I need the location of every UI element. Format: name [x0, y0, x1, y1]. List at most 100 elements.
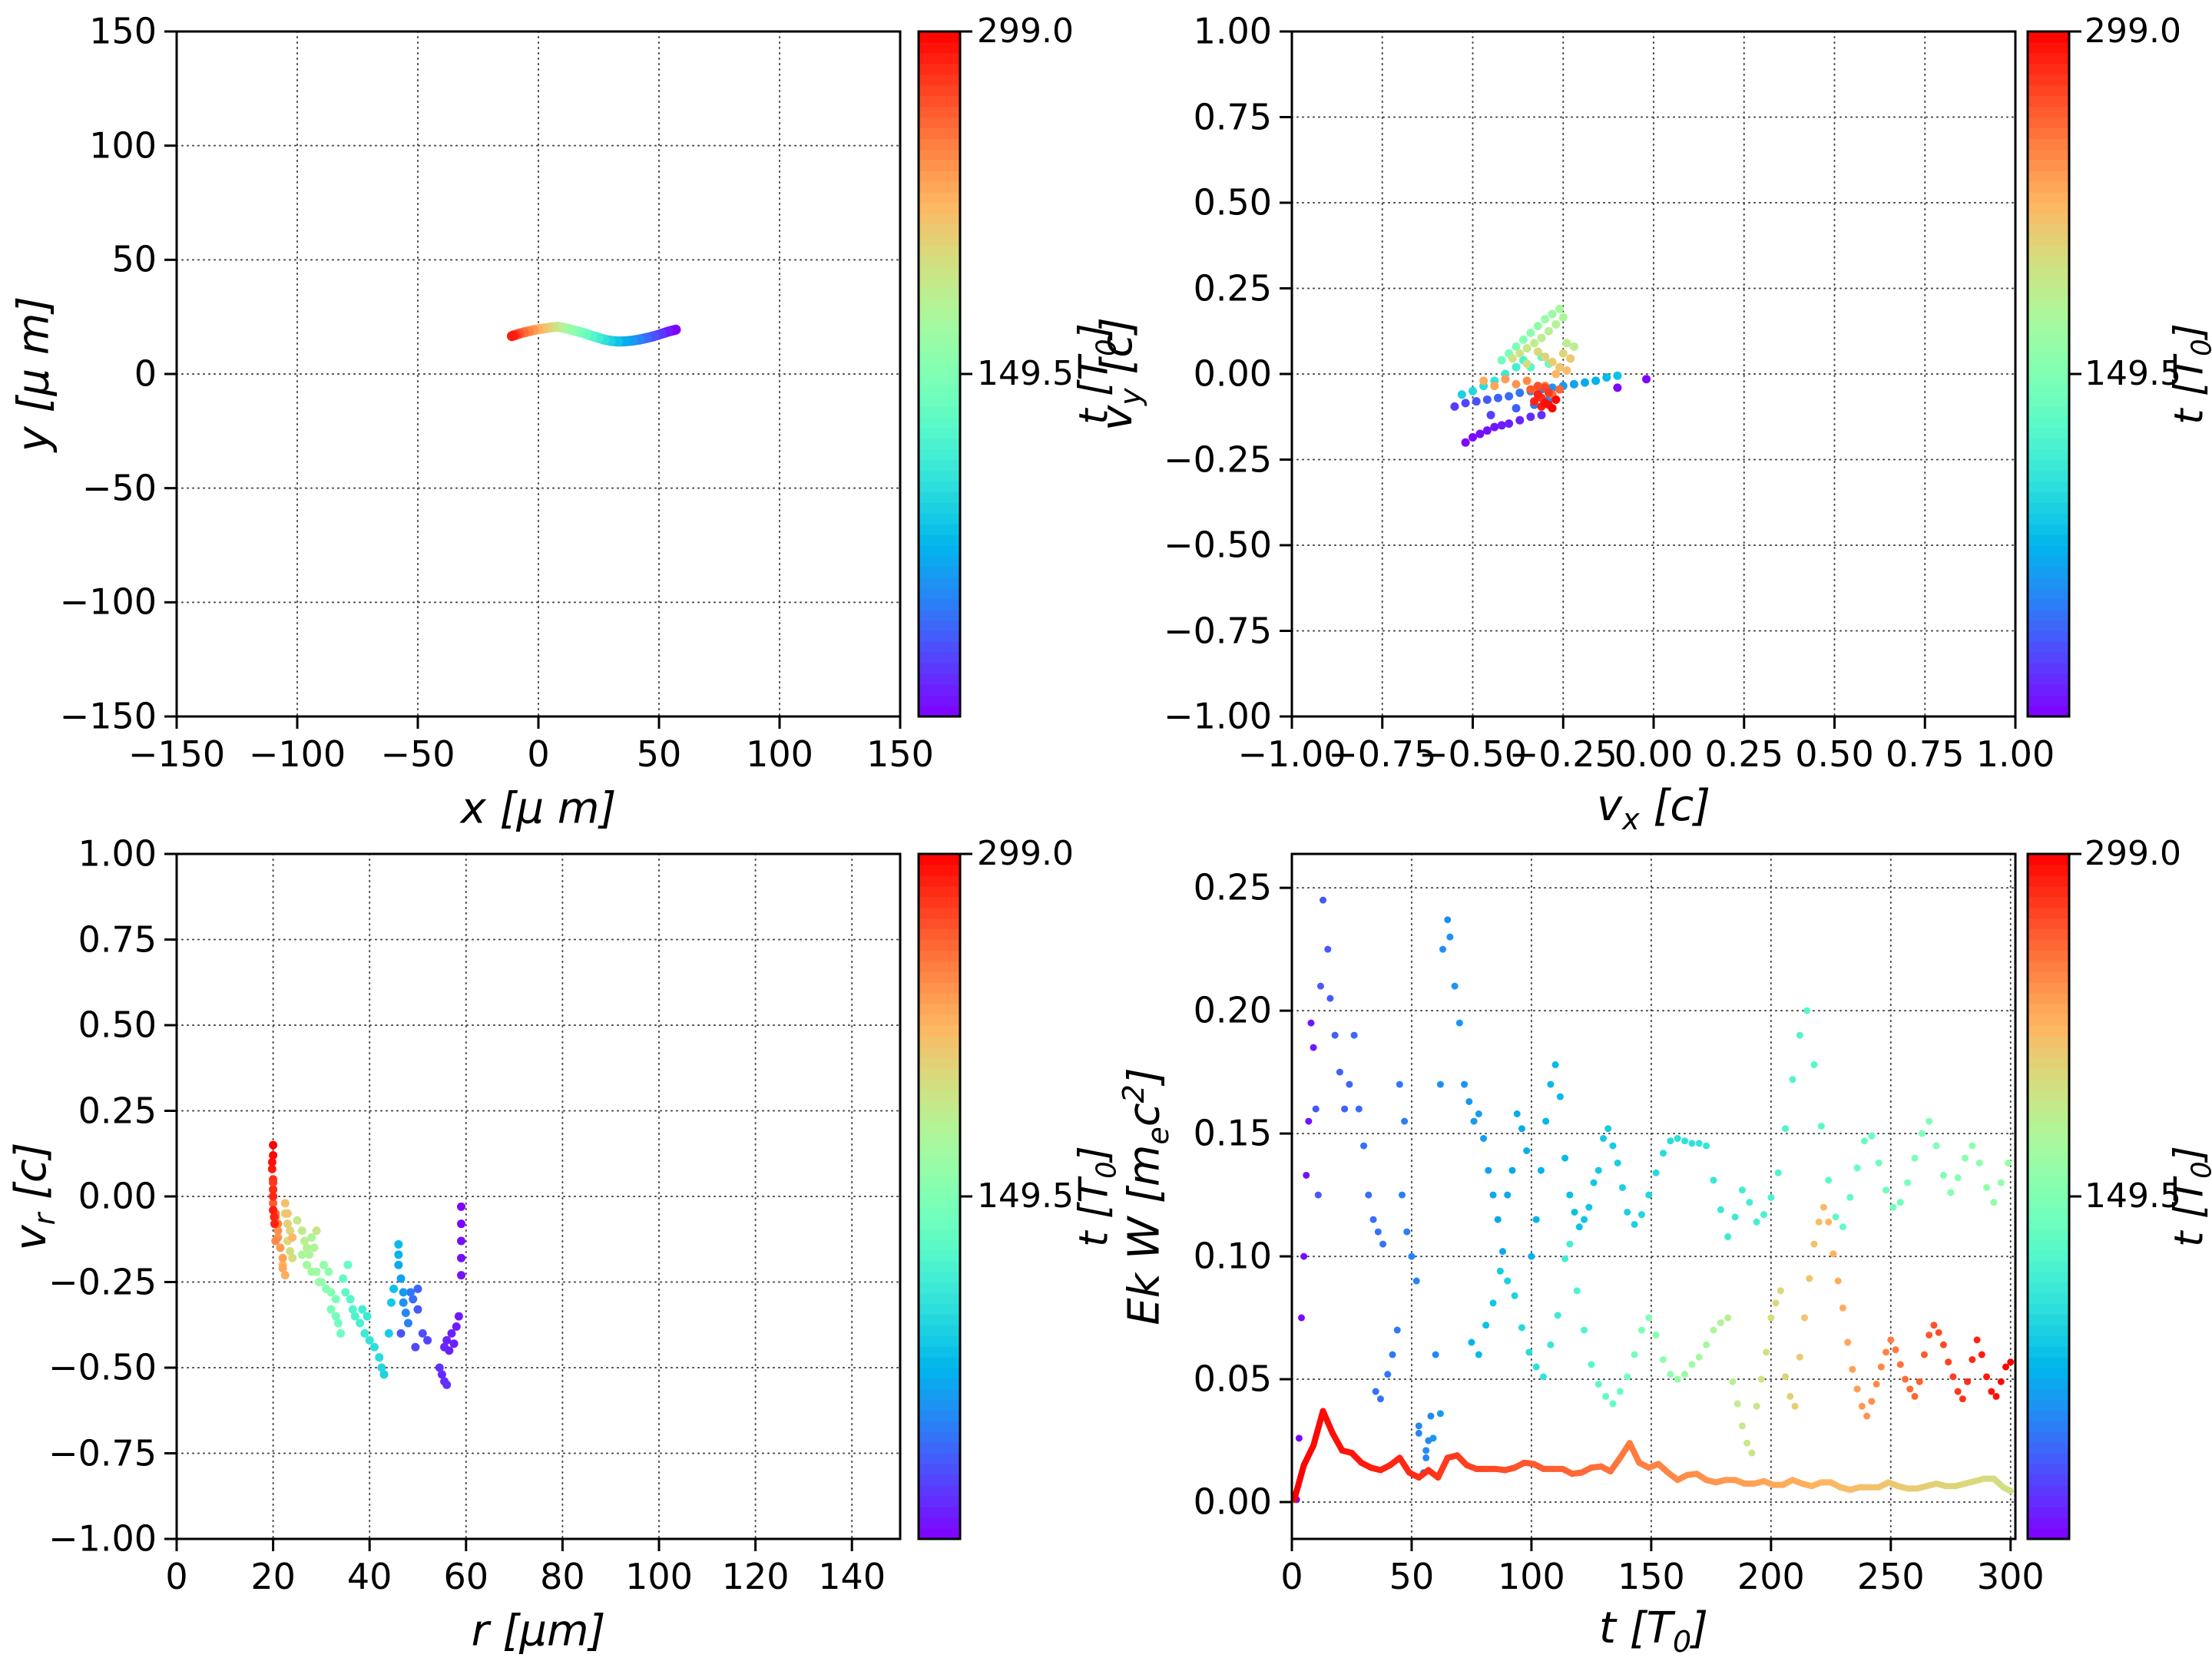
- colorbar-gradient-slice: [2028, 673, 2069, 685]
- data-point: [1537, 1166, 1545, 1174]
- colorbar-tick-label: 149.5: [977, 1176, 1074, 1216]
- data-point: [2005, 1159, 2012, 1166]
- colorbar-gradient-slice: [2028, 1367, 2069, 1379]
- x-tick-label: 0.00: [1614, 733, 1694, 775]
- data-point: [1846, 1487, 1853, 1494]
- data-point: [1324, 945, 1332, 953]
- data-point: [1827, 1479, 1834, 1486]
- data-point: [1555, 304, 1565, 313]
- colorbar-gradient-slice: [919, 438, 960, 450]
- data-point: [1505, 419, 1514, 429]
- data-point: [1594, 1166, 1602, 1174]
- data-point: [1522, 359, 1532, 369]
- data-point: [1947, 1189, 1955, 1196]
- colorbar-gradient-slice: [919, 683, 960, 696]
- data-point: [1486, 411, 1495, 420]
- colorbar-gradient-slice: [919, 1120, 960, 1133]
- data-point: [1372, 1388, 1379, 1395]
- data-point: [269, 1150, 278, 1160]
- colorbar-gradient-slice: [2028, 448, 2069, 461]
- data-point: [1540, 1465, 1547, 1472]
- trajectory-segment: [1330, 1430, 1346, 1454]
- data-point: [440, 1342, 449, 1352]
- data-point: [396, 1329, 406, 1338]
- colorbar-gradient-slice: [919, 1270, 960, 1283]
- colorbar-gradient-slice: [2028, 395, 2069, 407]
- data-point: [1525, 1348, 1533, 1356]
- y-tick-label: 0: [134, 352, 157, 395]
- data-point: [1887, 1336, 1895, 1344]
- data-point: [1837, 1484, 1844, 1491]
- data-point: [1942, 1483, 1949, 1490]
- data-point: [1889, 1203, 1897, 1211]
- data-point: [1868, 1132, 1876, 1140]
- data-point: [1521, 1459, 1528, 1466]
- colorbar-gradient-slice: [2028, 309, 2069, 321]
- colorbar-gradient-slice: [2028, 1206, 2069, 1219]
- colorbar-gradient-slice: [919, 523, 960, 535]
- data-point: [1386, 1462, 1393, 1469]
- colorbar-gradient-slice: [2028, 276, 2069, 290]
- colorbar-gradient-slice: [919, 938, 960, 951]
- data-point: [1926, 1117, 1933, 1125]
- data-point: [1770, 1481, 1777, 1488]
- colorbar-gradient-slice: [919, 116, 960, 129]
- y-tick-label: 0.50: [78, 1004, 157, 1046]
- data-point: [1547, 1341, 1555, 1348]
- data-point: [1518, 335, 1528, 344]
- colorbar-gradient-slice: [2028, 566, 2069, 578]
- x-tick-label: 60: [443, 1556, 489, 1597]
- data-point: [1585, 1203, 1593, 1211]
- colorbar-gradient-slice: [919, 373, 960, 385]
- colorbar-gradient-slice: [919, 1484, 960, 1497]
- colorbar-gradient-slice: [919, 555, 960, 567]
- data-point: [1818, 1479, 1825, 1486]
- colorbar-gradient-slice: [2028, 1078, 2069, 1090]
- y-tick-label: −50: [81, 467, 157, 509]
- data-point: [1983, 1373, 1991, 1381]
- y-axis-label: vr [c]: [5, 1142, 62, 1251]
- data-point: [331, 1295, 340, 1304]
- colorbar-gradient-slice: [2028, 52, 2069, 65]
- colorbar-gradient-slice: [2028, 864, 2069, 876]
- data-point: [454, 1312, 463, 1321]
- colorbar-gradient-slice: [2028, 427, 2069, 439]
- data-point: [1492, 1465, 1499, 1472]
- data-point: [1695, 1140, 1703, 1147]
- colorbar-gradient-slice: [2028, 438, 2069, 450]
- data-point: [1954, 1174, 1962, 1182]
- data-point: [1493, 393, 1502, 402]
- data-point: [1377, 1467, 1384, 1474]
- data-point: [1777, 1287, 1784, 1295]
- colorbar-tick-label: 149.5: [2085, 1176, 2181, 1216]
- data-point: [1541, 352, 1550, 362]
- data-point: [312, 1226, 321, 1236]
- data-point: [343, 1260, 353, 1269]
- data-point: [1501, 375, 1510, 384]
- data-point: [1732, 1477, 1739, 1484]
- colorbar-gradient-slice: [2028, 491, 2069, 503]
- colorbar-gradient-slice: [919, 981, 960, 994]
- data-point: [1469, 386, 1477, 395]
- data-point: [1791, 1402, 1799, 1410]
- data-point: [1482, 1465, 1489, 1472]
- data-point: [1573, 1287, 1581, 1295]
- data-point: [384, 1329, 393, 1338]
- data-point: [1920, 1351, 1928, 1358]
- data-point: [1581, 1216, 1588, 1223]
- colorbar-gradient-slice: [919, 1153, 960, 1165]
- data-point: [1916, 1378, 1923, 1385]
- data-point: [1393, 1326, 1401, 1334]
- colorbar-gradient-slice: [2028, 1174, 2069, 1186]
- colorbar-gradient-slice: [919, 1196, 960, 1208]
- data-point: [1455, 1019, 1463, 1027]
- colorbar-gradient-slice: [2028, 1217, 2069, 1229]
- data-point: [1645, 1314, 1653, 1322]
- colorbar-gradient-slice: [919, 1495, 960, 1507]
- data-point: [269, 1206, 278, 1215]
- colorbar-gradient-slice: [919, 960, 960, 972]
- colorbar-gradient-slice: [2028, 1131, 2069, 1143]
- data-point: [1774, 1169, 1782, 1176]
- colorbar-gradient-slice: [919, 853, 960, 865]
- data-point: [278, 1264, 287, 1273]
